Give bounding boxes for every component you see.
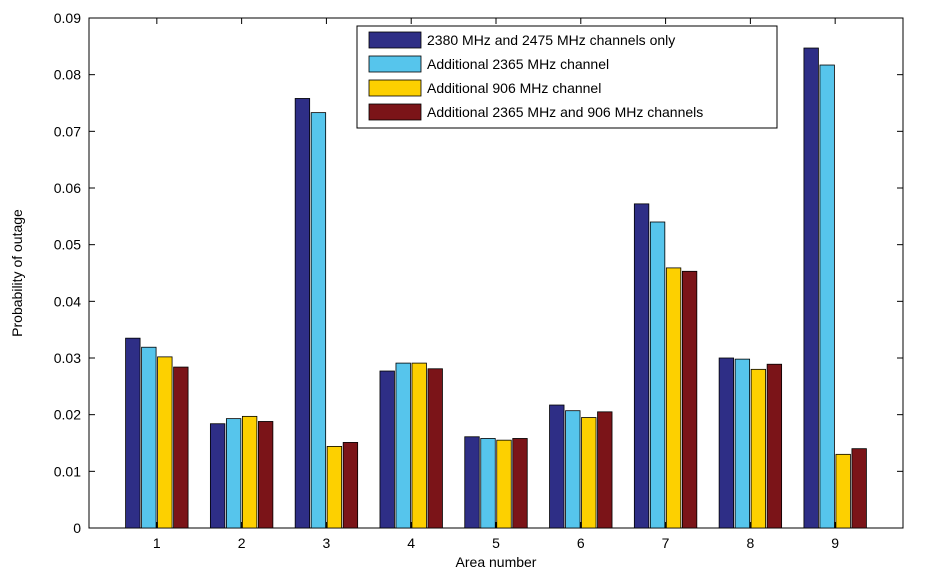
legend-label-2: Additional 2365 MHz channel bbox=[427, 56, 609, 72]
bar-series-2-area-3 bbox=[310, 112, 327, 529]
bar-series-2-area-5 bbox=[480, 438, 496, 529]
bar-series-3-area-7 bbox=[665, 267, 682, 529]
y-tick-label: 0 bbox=[73, 520, 81, 536]
bar-series-1-area-5 bbox=[464, 436, 480, 529]
legend-swatch-2 bbox=[368, 55, 422, 73]
x-tick-label: 4 bbox=[407, 535, 415, 551]
bar-series-4-area-5 bbox=[512, 438, 528, 529]
bar-series-1-area-7 bbox=[633, 203, 650, 529]
y-tick-label: 0.01 bbox=[54, 463, 81, 479]
bar-series-4-area-4 bbox=[427, 368, 443, 529]
bar-series-4-area-8 bbox=[766, 363, 783, 529]
bar-series-4-area-6 bbox=[597, 411, 613, 529]
legend-label-1: 2380 MHz and 2475 MHz channels only bbox=[427, 32, 675, 48]
bar-series-2-area-6 bbox=[565, 410, 581, 529]
bar-series-2-area-4 bbox=[395, 362, 411, 529]
legend: 2380 MHz and 2475 MHz channels only Addit… bbox=[356, 25, 778, 129]
legend-label-3: Additional 906 MHz channel bbox=[427, 80, 601, 96]
x-tick-label: 5 bbox=[492, 535, 500, 551]
x-tick-label: 7 bbox=[662, 535, 670, 551]
x-tick-label: 1 bbox=[153, 535, 161, 551]
x-tick-label: 6 bbox=[577, 535, 585, 551]
legend-swatch-3 bbox=[368, 79, 422, 97]
y-tick-label: 0.04 bbox=[54, 293, 81, 309]
bar-series-1-area-6 bbox=[549, 404, 565, 529]
bar-series-3-area-8 bbox=[750, 368, 767, 529]
legend-swatch-1 bbox=[368, 31, 422, 49]
bar-series-3-area-9 bbox=[835, 453, 851, 529]
y-tick-label: 0.06 bbox=[54, 180, 81, 196]
y-tick-label: 0.07 bbox=[54, 123, 81, 139]
bar-series-3-area-4 bbox=[411, 362, 427, 529]
bar-series-1-area-4 bbox=[379, 370, 395, 529]
bar-series-1-area-2 bbox=[209, 423, 226, 529]
x-tick-label: 8 bbox=[746, 535, 754, 551]
bar-series-1-area-8 bbox=[718, 357, 735, 529]
y-tick-label: 0.03 bbox=[54, 350, 81, 366]
bar-series-4-area-3 bbox=[342, 442, 359, 529]
legend-label-4: Additional 2365 MHz and 906 MHz channels bbox=[427, 104, 703, 120]
y-tick-label: 0.05 bbox=[54, 237, 81, 253]
legend-box bbox=[356, 25, 778, 129]
bar-series-2-area-9 bbox=[819, 64, 835, 529]
bar-series-1-area-1 bbox=[125, 337, 141, 529]
x-tick-label: 2 bbox=[238, 535, 246, 551]
x-tick-label: 9 bbox=[831, 535, 839, 551]
bar-series-3-area-3 bbox=[326, 445, 343, 529]
bar-series-3-area-6 bbox=[581, 417, 597, 529]
bar-series-2-area-1 bbox=[141, 346, 157, 529]
y-axis-ticks: 0 0.01 0.02 0.03 0.04 0.05 0.06 0.07 0.08 0.09 bbox=[54, 10, 903, 536]
bar-series-1-area-9 bbox=[803, 47, 819, 529]
bar-series-4-area-9 bbox=[851, 448, 867, 529]
y-tick-label: 0.09 bbox=[54, 10, 81, 26]
bar-series-3-area-2 bbox=[241, 415, 258, 529]
x-axis-title: Area number bbox=[456, 554, 537, 570]
bar-series-4-area-1 bbox=[173, 366, 189, 529]
y-tick-label: 0.02 bbox=[54, 407, 81, 423]
x-tick-label: 3 bbox=[323, 535, 331, 551]
bar-series-1-area-3 bbox=[294, 98, 311, 529]
bar-series-2-area-7 bbox=[649, 221, 666, 529]
bars-group bbox=[125, 47, 867, 529]
bar-series-3-area-5 bbox=[496, 439, 512, 529]
bar-series-2-area-2 bbox=[225, 418, 242, 529]
legend-swatch-4 bbox=[368, 103, 422, 121]
bar-series-4-area-2 bbox=[257, 421, 274, 529]
x-axis-ticks: 1 2 3 4 5 6 7 8 9 bbox=[153, 18, 839, 551]
y-axis-title: Probability of outage bbox=[9, 209, 25, 337]
bar-series-4-area-7 bbox=[681, 270, 698, 529]
bar-series-2-area-8 bbox=[734, 358, 751, 529]
bar-series-3-area-1 bbox=[157, 356, 173, 529]
y-tick-label: 0.08 bbox=[54, 67, 81, 83]
